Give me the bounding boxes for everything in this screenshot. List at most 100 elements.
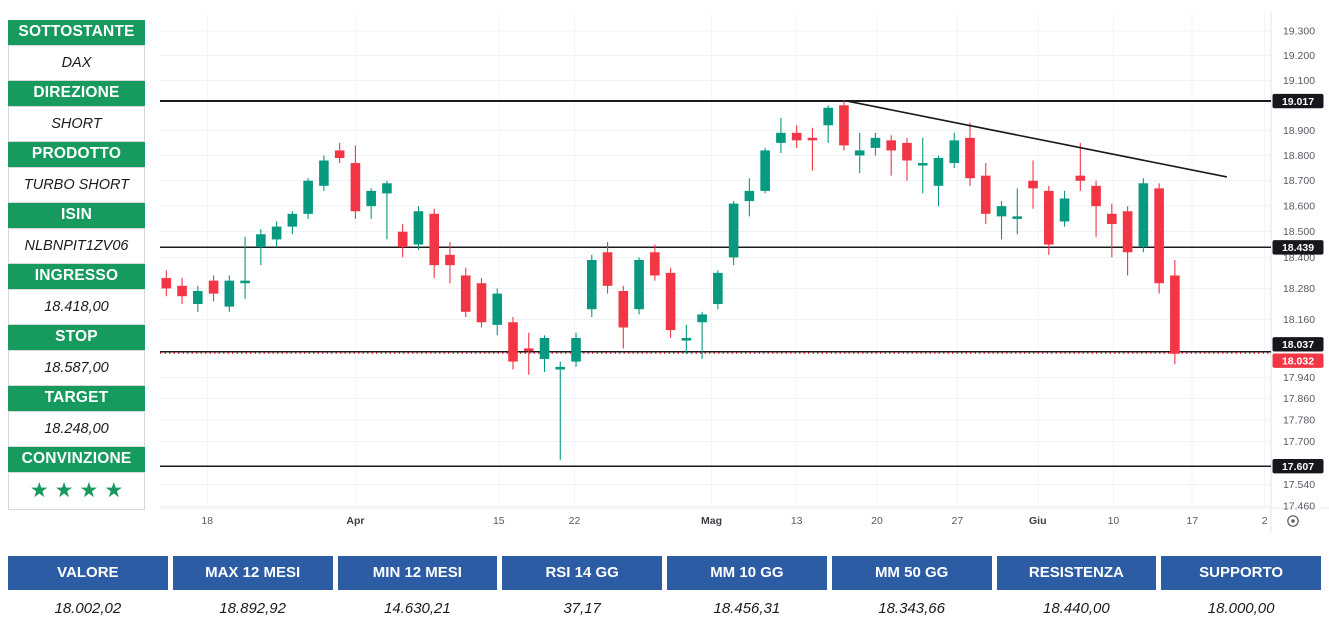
candle [287, 211, 298, 235]
candle [334, 142, 345, 164]
axis-settings-icon[interactable] [1287, 515, 1299, 527]
svg-text:Giu: Giu [1029, 515, 1047, 527]
candle [1028, 160, 1038, 209]
candle [224, 275, 235, 312]
svg-text:Apr: Apr [346, 515, 364, 527]
svg-text:18.700: 18.700 [1283, 175, 1315, 187]
price-badge: 18.037 [1272, 337, 1324, 352]
candle [382, 180, 392, 240]
sidebar-label-prodotto: PRODOTTO [8, 142, 145, 167]
candle [193, 285, 203, 312]
svg-text:17.540: 17.540 [1283, 479, 1315, 491]
svg-text:15: 15 [493, 515, 505, 527]
axis-borders [160, 12, 1329, 532]
table-value-min-12-mesi: 14.630,21 [337, 590, 498, 626]
chart-gridlines [160, 14, 1271, 508]
candle [917, 137, 928, 194]
conviction-stars-rating: ★★★★ [8, 471, 145, 510]
candle [996, 201, 1007, 240]
candle [650, 244, 660, 281]
sidebar-label-isin: ISIN [8, 203, 145, 228]
svg-text:19.100: 19.100 [1283, 75, 1315, 87]
candle [1122, 206, 1133, 276]
candle [1012, 188, 1023, 235]
svg-text:2: 2 [1262, 515, 1268, 527]
svg-text:19.017: 19.017 [1282, 96, 1314, 108]
candle [177, 278, 187, 304]
sidebar-label-convinzione: CONVINZIONE [8, 447, 145, 472]
candle [319, 155, 329, 191]
candle [744, 178, 755, 217]
statistics-table: VALORE MAX 12 MESI MIN 12 MESI RSI 14 GG… [8, 556, 1321, 626]
svg-text:18.400: 18.400 [1283, 252, 1315, 264]
svg-text:17.940: 17.940 [1283, 372, 1315, 384]
candle [1107, 203, 1117, 258]
table-header-min-12-mesi: MIN 12 MESI [337, 556, 498, 590]
candle [445, 241, 455, 284]
svg-text:18.160: 18.160 [1283, 314, 1315, 326]
candle [1091, 180, 1101, 237]
price-badge: 18.032 [1272, 353, 1324, 368]
sidebar-value-ingresso: 18.418,00 [8, 288, 145, 325]
candle [460, 267, 471, 318]
candle [208, 275, 219, 302]
svg-text:17: 17 [1186, 515, 1198, 527]
table-header-resistenza: RESISTENZA [996, 556, 1157, 590]
candle [492, 288, 503, 336]
candle [366, 188, 376, 219]
candle [965, 122, 975, 186]
candle [1059, 190, 1070, 227]
candle [350, 145, 361, 219]
table-header-max-12-mesi: MAX 12 MESI [172, 556, 333, 590]
sidebar-value-isin: NLBNPIT1ZV06 [8, 227, 145, 264]
candle [839, 100, 849, 151]
candlestick-chart[interactable]: 19.300 19.200 19.100 18.900 18.800 18.700 18.6… [0, 0, 1329, 552]
candle [523, 332, 534, 375]
price-badge: 17.607 [1272, 459, 1324, 474]
svg-text:18: 18 [201, 515, 213, 527]
candle [1154, 183, 1164, 294]
candle [807, 127, 818, 171]
table-value-valore: 18.002,02 [8, 590, 168, 626]
svg-text:19.300: 19.300 [1283, 26, 1315, 38]
trade-info-sidebar: SOTTOSTANTE DAX DIREZIONE SHORT PRODOTTO… [8, 20, 145, 510]
candle [508, 317, 518, 370]
sidebar-value-prodotto: TURBO SHORT [8, 166, 145, 203]
table-header-rsi-14-gg: RSI 14 GG [502, 556, 662, 590]
candle [555, 361, 566, 461]
candle [303, 178, 313, 219]
candle [413, 206, 424, 250]
candle [681, 324, 692, 354]
svg-text:18.439: 18.439 [1282, 242, 1314, 254]
candle [728, 201, 739, 266]
candle [760, 147, 770, 194]
table-header-mm-50-gg: MM 50 GG [831, 556, 992, 590]
svg-text:18.280: 18.280 [1283, 283, 1315, 295]
price-axis-labels: 19.300 19.200 19.100 18.900 18.800 18.700 18.6… [1283, 26, 1315, 513]
svg-text:13: 13 [791, 515, 803, 527]
candle [713, 270, 723, 310]
candle [823, 105, 833, 143]
svg-text:18.600: 18.600 [1283, 201, 1315, 213]
candle [933, 155, 944, 207]
candle [902, 137, 912, 181]
descending-trendline[interactable] [846, 100, 1228, 178]
svg-text:18.037: 18.037 [1282, 339, 1314, 351]
sidebar-value-direzione: SHORT [8, 105, 145, 142]
candle [571, 332, 581, 367]
candle [240, 236, 250, 299]
candle [1044, 185, 1054, 255]
candle [618, 285, 629, 349]
table-value-max-12-mesi: 18.892,92 [172, 590, 333, 626]
support-resistance-lines [160, 100, 1271, 468]
candle [602, 241, 613, 294]
table-value-rsi-14-gg: 37,17 [502, 590, 662, 626]
candle [886, 135, 897, 176]
candle [665, 267, 676, 338]
svg-text:19.200: 19.200 [1283, 50, 1315, 62]
sidebar-label-ingresso: INGRESSO [8, 264, 145, 289]
svg-text:17.780: 17.780 [1283, 414, 1315, 426]
candle [634, 257, 644, 315]
sidebar-value-target: 18.248,00 [8, 410, 145, 447]
